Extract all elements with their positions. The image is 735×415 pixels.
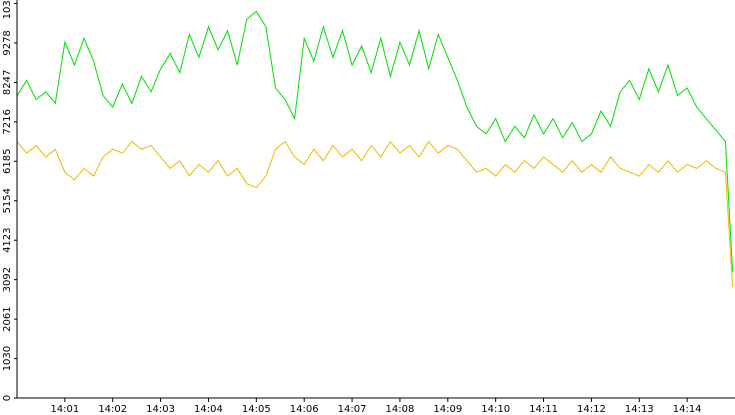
x-tick-label: 14:04 bbox=[194, 404, 223, 415]
y-tick-label: 1030 bbox=[2, 346, 13, 371]
x-tick-label: 14:07 bbox=[338, 404, 367, 415]
y-tick-label: 8247 bbox=[2, 70, 13, 95]
x-tick-label: 14:08 bbox=[386, 404, 415, 415]
x-tick-label: 14:14 bbox=[673, 404, 702, 415]
y-tick-label: 4123 bbox=[2, 227, 13, 252]
series-line bbox=[16, 10, 734, 272]
x-tick-label: 14:02 bbox=[98, 404, 127, 415]
x-tick-label: 14:09 bbox=[433, 404, 462, 415]
y-tick-label: 3092 bbox=[2, 267, 13, 292]
y-tick-label: 7216 bbox=[2, 109, 13, 134]
x-tick-label: 14:01 bbox=[50, 404, 79, 415]
x-tick-label: 14:13 bbox=[625, 404, 654, 415]
y-tick-label: 10309 bbox=[2, 0, 13, 19]
x-tick-label: 14:11 bbox=[529, 404, 558, 415]
y-tick-label: 2061 bbox=[2, 306, 13, 331]
x-tick-label: 14:10 bbox=[481, 404, 510, 415]
x-tick-label: 14:06 bbox=[290, 404, 319, 415]
x-tick-label: 14:12 bbox=[577, 404, 606, 415]
y-tick-label: 9278 bbox=[2, 30, 13, 55]
y-tick-label: 6185 bbox=[2, 149, 13, 174]
x-tick-label: 14:05 bbox=[242, 404, 271, 415]
y-tick-label: 5154 bbox=[2, 188, 13, 213]
x-tick-label: 14:03 bbox=[146, 404, 175, 415]
y-tick-label: 0 bbox=[2, 395, 13, 401]
series-line bbox=[16, 140, 734, 288]
